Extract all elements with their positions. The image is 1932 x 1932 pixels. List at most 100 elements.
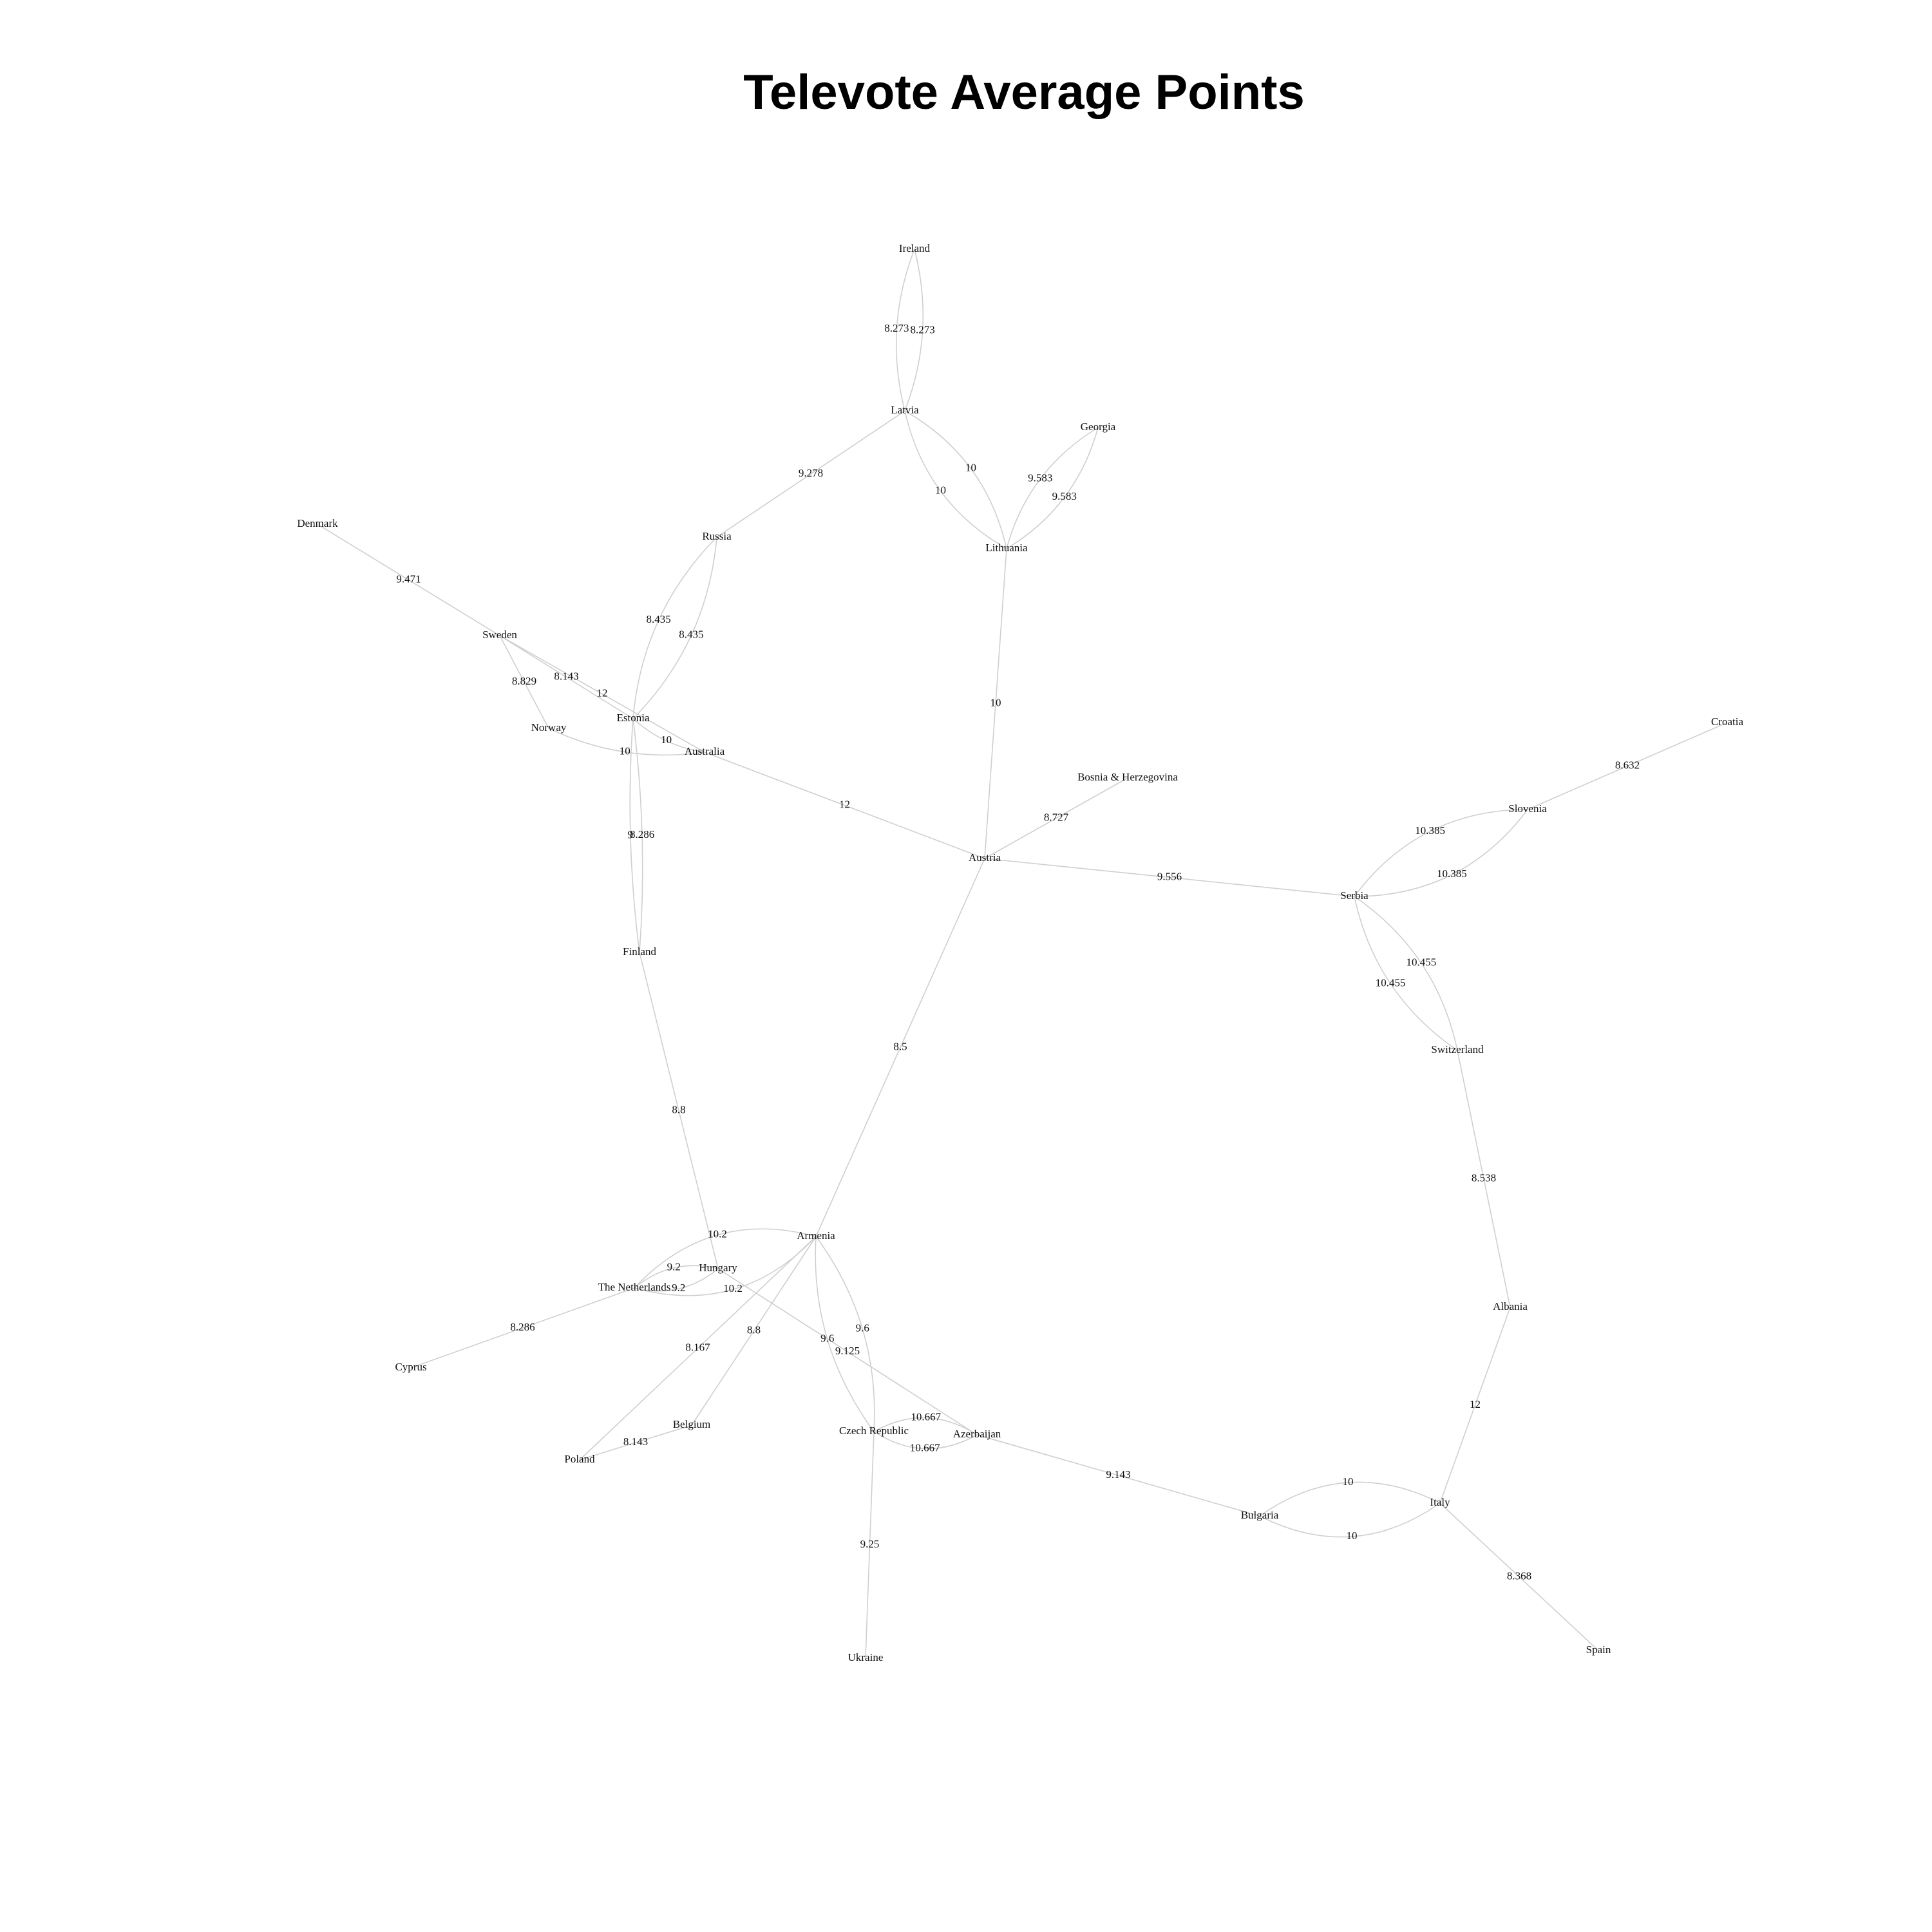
edge-label: 10 (620, 745, 630, 757)
edge-label: 10.455 (1406, 956, 1437, 968)
edge-label: 9.583 (1052, 490, 1077, 502)
edge-cyprus-to-the-netherlands (410, 1287, 635, 1368)
node-finland: Finland (623, 945, 656, 958)
nodes-layer: Ireland Latvia Georgia Lithuania Russia Denma… (297, 242, 1743, 1663)
edge-label: 10 (935, 484, 946, 496)
edge-sweden-to-estonia (499, 635, 634, 719)
edge-switzerland-to-serbia (1354, 896, 1458, 1051)
edge-label: 10.385 (1437, 867, 1467, 880)
edge-armenia-to-the-netherlands (634, 1228, 817, 1289)
edge-label: 8.286 (630, 828, 654, 840)
edge-estonia-to-finland (632, 718, 643, 953)
node-switzerland: Switzerland (1431, 1043, 1484, 1056)
node-ireland: Ireland (899, 242, 931, 254)
edge-label: 8.829 (512, 675, 536, 687)
node-georgia: Georgia (1081, 421, 1116, 433)
node-croatia: Croatia (1711, 715, 1743, 728)
edge-label: 10.667 (910, 1441, 940, 1454)
chart-title: Televote Average Points (743, 65, 1305, 120)
edge-armenia-to-czech-republic (815, 1236, 875, 1432)
edge-austria-to-armenia (815, 858, 985, 1237)
edge-ukraine-to-czech-republic (865, 1431, 875, 1659)
edge-lithuania-to-austria (984, 548, 1007, 859)
node-norway: Norway (531, 721, 567, 734)
edge-albania-to-italy (1439, 1307, 1511, 1504)
node-bosnia-herzegovina: Bosnia & Herzegovina (1077, 771, 1178, 783)
edge-label: 8.632 (1615, 759, 1640, 771)
node-spain: Spain (1586, 1643, 1611, 1656)
edge-label: 10.667 (911, 1410, 941, 1423)
edge-spain-to-italy (1439, 1502, 1599, 1651)
edge-label: 10 (1343, 1475, 1354, 1488)
edge-label: 8.273 (910, 324, 934, 336)
edge-label: 9.125 (835, 1345, 860, 1357)
edge-label: 12 (839, 798, 850, 810)
node-ukraine: Ukraine (848, 1651, 884, 1663)
edge-label: 10.2 (708, 1228, 727, 1240)
node-belgium: Belgium (673, 1418, 711, 1430)
edge-label: 9.2 (667, 1261, 681, 1273)
node-hungary: Hungary (699, 1262, 737, 1274)
edge-label: 8.143 (554, 670, 578, 682)
edge-estonia-to-australia (632, 718, 705, 753)
edge-label: 8.8 (747, 1323, 761, 1336)
edge-czech-republic-to-azerbaijan (873, 1417, 978, 1435)
edge-label: 8.538 (1472, 1171, 1496, 1184)
edge-label: 8.143 (623, 1435, 648, 1448)
node-armenia: Armenia (797, 1229, 835, 1242)
edge-label: 8.435 (646, 613, 670, 625)
edge-label: 10 (661, 734, 672, 746)
edge-label: 12 (1470, 1398, 1481, 1410)
edge-label: 8.727 (1044, 811, 1069, 823)
edge-ireland-to-latvia (904, 249, 924, 412)
edge-austria-to-serbia (984, 858, 1355, 897)
edge-armenia-to-belgium (691, 1236, 817, 1426)
edge-hungary-to-the-netherlands (634, 1265, 719, 1289)
edge-estonia-to-russia (632, 536, 717, 719)
edge-label: 9.471 (396, 573, 421, 585)
edge-label: 9.6 (856, 1321, 869, 1334)
node-lithuania: Lithuania (985, 542, 1028, 554)
edge-label: 10.2 (723, 1282, 743, 1294)
edge-label: 8.5 (893, 1040, 907, 1052)
edges-layer (317, 249, 1728, 1659)
edge-label: 9.143 (1106, 1468, 1130, 1481)
node-latvia: Latvia (891, 404, 919, 416)
node-sweden: Sweden (482, 629, 517, 641)
edge-label: 8.368 (1507, 1569, 1531, 1582)
edge-label: 12 (597, 687, 608, 699)
edge-armenia-to-poland (579, 1236, 817, 1461)
node-bulgaria: Bulgaria (1241, 1509, 1279, 1521)
node-italy: Italy (1430, 1496, 1450, 1508)
node-the-netherlands: The Netherlands (598, 1281, 671, 1293)
edge-label: 10 (990, 696, 1001, 708)
edge-australia-to-austria (704, 752, 985, 859)
edge-label: 10.455 (1376, 976, 1406, 989)
edge-label: 9.6 (820, 1332, 834, 1345)
node-austria: Austria (969, 851, 1001, 864)
edge-russia-to-estonia (632, 536, 717, 719)
edge-georgia-to-lithuania (1006, 427, 1099, 549)
edge-azerbaijan-to-czech-republic (873, 1431, 978, 1450)
edge-label: 8.435 (679, 629, 703, 641)
edge-label: 9.25 (860, 1538, 880, 1550)
edge-finland-to-estonia (629, 718, 640, 953)
node-serbia: Serbia (1340, 889, 1368, 902)
edge-sweden-to-norway (499, 635, 549, 729)
edge-label: 8.273 (884, 322, 909, 334)
edge-label: 10 (1347, 1530, 1358, 1542)
edge-croatia-to-slovenia (1527, 722, 1728, 810)
edge-italy-to-bulgaria (1259, 1502, 1441, 1538)
edge-bosnia-herzegovina-to-austria (984, 777, 1128, 859)
edge-slovenia-to-serbia (1354, 809, 1528, 897)
node-azerbaijan: Azerbaijan (953, 1428, 1001, 1440)
edge-serbia-to-switzerland (1354, 896, 1458, 1051)
node-czech-republic: Czech Republic (839, 1425, 909, 1437)
edge-switzerland-to-albania (1457, 1050, 1511, 1308)
edge-lithuania-to-georgia (1006, 427, 1099, 549)
edge-hungary-to-azerbaijan (717, 1268, 978, 1435)
edge-latvia-to-ireland (895, 249, 915, 412)
edge-denmark-to-sweden (317, 524, 500, 636)
